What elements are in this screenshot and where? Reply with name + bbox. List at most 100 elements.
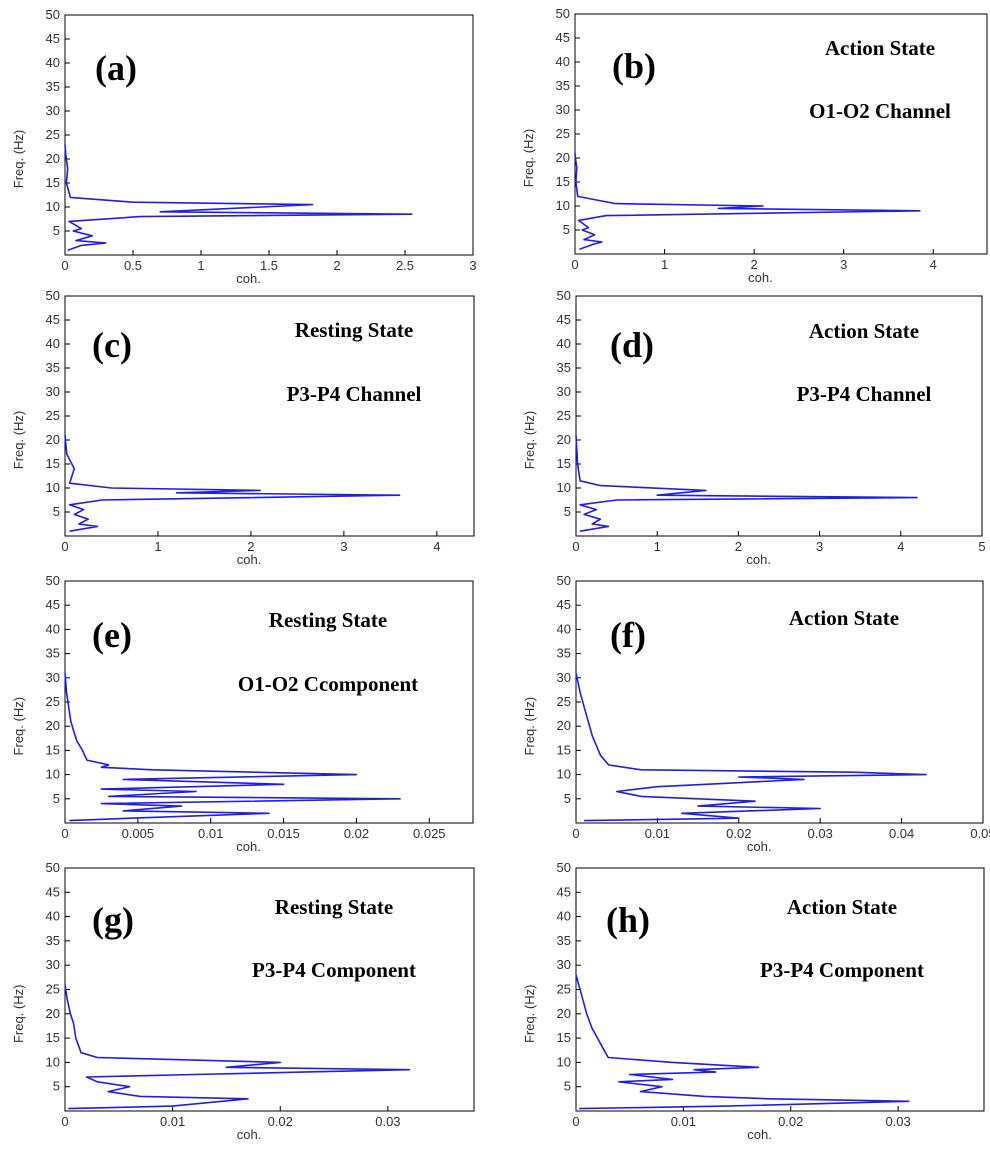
y-tick-label: 20: [556, 150, 570, 165]
y-tick-label: 45: [46, 31, 60, 46]
y-tick-label: 35: [46, 360, 60, 375]
x-tick-label: 0.01: [160, 1114, 185, 1129]
coherence-series-line: [64, 984, 411, 1110]
y-tick-label: 35: [557, 646, 571, 661]
panel-annotation: Resting State: [269, 608, 387, 632]
chart-panel: 5 10 15 20 25 30 35 40 45 50 0 0.01 0.02 0.03 coh. Freq…: [522, 860, 985, 1142]
x-tick-label: 0.03: [375, 1114, 400, 1129]
y-tick-label: 45: [557, 597, 571, 612]
panel-letter: (d): [610, 325, 654, 365]
y-tick-label: 30: [556, 102, 570, 117]
x-tick-label: 0.03: [885, 1114, 910, 1129]
x-axis-label: coh.: [237, 552, 262, 567]
panel-letter: (e): [92, 615, 132, 655]
y-tick-label: 25: [557, 408, 571, 423]
y-tick-label: 10: [46, 199, 60, 214]
panel-annotation: Resting State: [295, 318, 413, 342]
y-tick-label: 40: [557, 621, 571, 636]
y-tick-label: 10: [557, 1054, 571, 1069]
x-tick-label: 1.5: [260, 258, 278, 273]
y-tick-label: 10: [46, 767, 60, 782]
x-tick-label: 2: [751, 257, 758, 272]
y-axis-label: Freq. (Hz): [11, 985, 26, 1044]
y-tick-label: 20: [557, 432, 571, 447]
y-axis-label: Freq. (Hz): [11, 130, 26, 189]
y-axis-label: Freq. (Hz): [522, 985, 537, 1044]
y-tick-label: 30: [46, 384, 60, 399]
y-tick-label: 45: [46, 312, 60, 327]
panel-annotation: P3-P4 Channel: [287, 382, 422, 406]
y-tick-label: 45: [556, 30, 570, 45]
y-tick-label: 10: [46, 480, 60, 495]
y-tick-label: 15: [46, 1030, 60, 1045]
y-tick-label: 20: [557, 1006, 571, 1021]
y-tick-label: 50: [557, 288, 571, 303]
x-tick-label: 2.5: [396, 258, 414, 273]
panel-annotation: P3-P4 Component: [252, 958, 416, 982]
panel-letter: (f): [610, 615, 646, 655]
y-tick-label: 30: [557, 384, 571, 399]
y-axis-label: Freq. (Hz): [11, 697, 26, 756]
y-tick-label: 35: [46, 79, 60, 94]
x-tick-label: 1: [154, 539, 161, 554]
x-tick-label: 0: [61, 539, 68, 554]
x-tick-label: 2: [247, 539, 254, 554]
x-tick-label: 0.025: [413, 826, 446, 841]
panel-annotation: P3-P4 Component: [760, 958, 924, 982]
coherence-series-line: [575, 435, 918, 532]
y-tick-label: 40: [46, 621, 60, 636]
coherence-series-line: [574, 153, 921, 250]
x-tick-label: 0: [61, 1114, 68, 1129]
plot-area: [64, 295, 475, 537]
x-tick-label: 0.005: [122, 826, 155, 841]
y-tick-label: 40: [46, 336, 60, 351]
x-axis-label: coh.: [236, 271, 261, 286]
x-tick-label: 0.02: [726, 826, 751, 841]
panel-letter: (g): [92, 900, 134, 940]
y-tick-label: 5: [564, 791, 571, 806]
y-tick-label: 5: [53, 223, 60, 238]
x-axis-label: coh.: [747, 839, 772, 854]
y-tick-label: 25: [46, 127, 60, 142]
x-tick-label: 0.01: [671, 1114, 696, 1129]
y-tick-label: 40: [556, 54, 570, 69]
chart-panel: 5 10 15 20 25 30 35 40 45 50 0 1 2 3 4 coh. Freq. (Hz) (b…: [521, 6, 988, 285]
y-tick-label: 40: [46, 909, 60, 924]
y-tick-label: 40: [46, 55, 60, 70]
chart-panel: 5 10 15 20 25 30 35 40 45 50 0 0.005 0.01 0.015 0.02 0.…: [11, 573, 474, 854]
y-tick-label: 25: [557, 694, 571, 709]
x-tick-label: 3: [816, 539, 823, 554]
x-axis-label: coh.: [237, 1127, 262, 1142]
y-tick-label: 20: [46, 432, 60, 447]
x-tick-label: 2: [333, 258, 340, 273]
panel-annotation: Action State: [787, 895, 897, 919]
y-tick-label: 25: [46, 694, 60, 709]
x-axis-label: coh.: [746, 552, 771, 567]
y-tick-label: 50: [556, 6, 570, 21]
y-tick-label: 30: [46, 670, 60, 685]
x-tick-label: 0: [572, 1114, 579, 1129]
y-tick-label: 15: [557, 456, 571, 471]
y-tick-label: 50: [46, 7, 60, 22]
y-tick-label: 45: [46, 597, 60, 612]
x-tick-label: 0: [61, 826, 68, 841]
y-tick-label: 50: [46, 860, 60, 875]
x-tick-label: 0.03: [808, 826, 833, 841]
y-tick-label: 35: [46, 646, 60, 661]
chart-panel: 5 10 15 20 25 30 35 40 45 50 0 0.01 0.02 0.03 0.04 0.05…: [522, 573, 990, 854]
panel-letter: (a): [95, 48, 137, 88]
y-tick-label: 10: [557, 480, 571, 495]
y-tick-label: 15: [557, 1030, 571, 1045]
x-tick-label: 3: [340, 539, 347, 554]
y-tick-label: 30: [557, 670, 571, 685]
x-tick-label: 3: [469, 258, 476, 273]
x-tick-label: 0.02: [344, 826, 369, 841]
x-axis-label: coh.: [748, 270, 773, 285]
y-tick-label: 15: [46, 742, 60, 757]
x-tick-label: 0: [61, 258, 68, 273]
panel-annotation: Action State: [789, 606, 899, 630]
x-axis-label: coh.: [236, 839, 261, 854]
y-tick-label: 15: [46, 175, 60, 190]
y-tick-label: 5: [564, 1079, 571, 1094]
